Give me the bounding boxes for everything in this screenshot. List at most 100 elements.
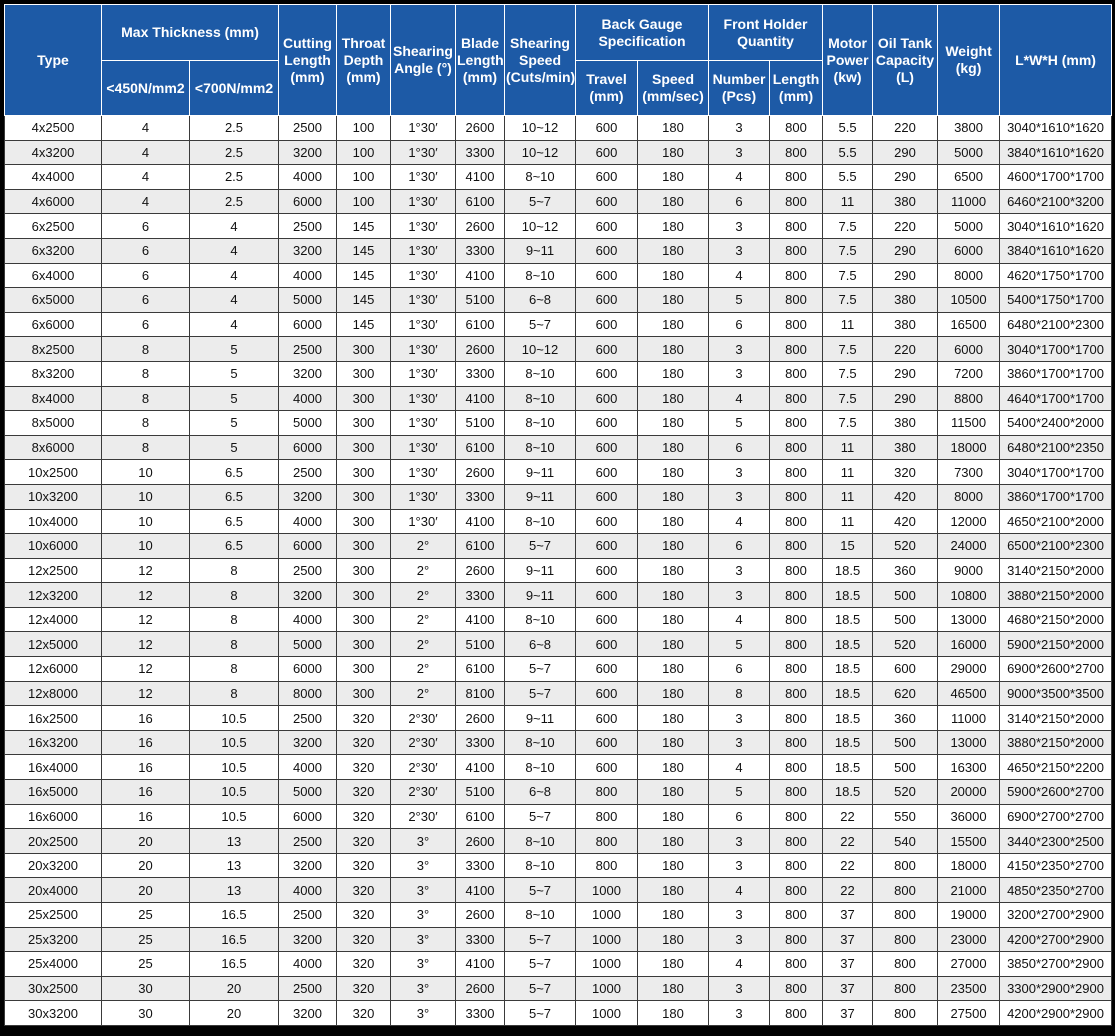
cell-gauge-speed: 180 xyxy=(636,237,710,264)
cell-lwh: 9000*3500*3500 xyxy=(999,680,1113,707)
cell-thickness-700: 5 xyxy=(189,360,279,387)
cell-type: 6x5000 xyxy=(4,287,102,313)
cell-holder-number: 3 xyxy=(708,115,771,141)
cell-throat-depth: 145 xyxy=(336,262,391,289)
cell-cutting-length: 4000 xyxy=(278,385,337,412)
cell-gauge-speed: 180 xyxy=(636,1000,710,1026)
cell-lwh: 3850*2700*2900 xyxy=(999,951,1113,977)
table-row: 25x3200 25 16.5 3200 320 3° 3300 5~7 1000 180 3 800… xyxy=(4,926,1113,953)
cell-motor-power: 18.5 xyxy=(822,557,874,584)
cell-shearing-speed: 8~10 xyxy=(504,410,576,436)
cell-lwh: 3140*2150*2000 xyxy=(999,557,1113,584)
cell-weight: 36000 xyxy=(937,803,1001,830)
cell-type: 8x5000 xyxy=(4,410,102,436)
cell-throat-depth: 100 xyxy=(336,139,391,166)
cell-gauge-speed: 180 xyxy=(636,582,710,608)
cell-thickness-700: 2.5 xyxy=(189,139,279,166)
cell-holder-number: 3 xyxy=(708,237,771,264)
cell-holder-number: 4 xyxy=(708,754,771,781)
header-travel: Travel (mm) xyxy=(575,60,638,116)
cell-holder-number: 8 xyxy=(708,680,771,707)
header-number: Number (Pcs) xyxy=(708,60,771,116)
cell-oil-tank: 800 xyxy=(872,975,939,1002)
cell-shearing-speed: 10~12 xyxy=(504,115,576,141)
cell-lwh: 4200*2700*2900 xyxy=(999,926,1113,953)
cell-travel: 600 xyxy=(575,582,638,608)
cell-type: 8x2500 xyxy=(4,336,102,362)
cell-travel: 800 xyxy=(575,852,638,879)
cell-oil-tank: 800 xyxy=(872,902,939,928)
cell-lwh: 3040*1700*1700 xyxy=(999,459,1113,485)
cell-shearing-speed: 5~7 xyxy=(504,1000,576,1026)
cell-gauge-speed: 180 xyxy=(636,705,710,731)
cell-shearing-speed: 5~7 xyxy=(504,656,576,682)
cell-lwh: 6900*2600*2700 xyxy=(999,656,1113,682)
cell-blade-length: 4100 xyxy=(455,385,505,412)
cell-gauge-speed: 180 xyxy=(636,656,710,682)
table-row: 8x2500 8 5 2500 300 1°30′ 2600 10~12 600 180 3 800 7… xyxy=(4,336,1113,362)
cell-shearing-angle: 1°30′ xyxy=(390,188,456,215)
cell-lwh: 4640*1700*1700 xyxy=(999,385,1113,412)
cell-type: 6x3200 xyxy=(4,237,102,264)
cell-thickness-450: 6 xyxy=(101,237,190,264)
cell-throat-depth: 320 xyxy=(336,877,391,903)
cell-thickness-700: 2.5 xyxy=(189,115,279,141)
cell-weight: 10800 xyxy=(937,582,1001,608)
cell-blade-length: 6100 xyxy=(455,803,505,830)
cell-oil-tank: 550 xyxy=(872,803,939,830)
cell-thickness-700: 13 xyxy=(189,877,279,903)
cell-shearing-speed: 5~7 xyxy=(504,533,576,559)
cell-weight: 11500 xyxy=(937,410,1001,436)
cell-thickness-450: 4 xyxy=(101,188,190,215)
cell-type: 12x4000 xyxy=(4,606,102,633)
cell-shearing-angle: 1°30′ xyxy=(390,434,456,461)
cell-shearing-angle: 1°30′ xyxy=(390,139,456,166)
cell-type: 6x2500 xyxy=(4,213,102,239)
cell-throat-depth: 100 xyxy=(336,115,391,141)
cell-motor-power: 18.5 xyxy=(822,582,874,608)
cell-holder-number: 6 xyxy=(708,311,771,338)
cell-travel: 800 xyxy=(575,803,638,830)
cell-shearing-speed: 8~10 xyxy=(504,262,576,289)
cell-holder-number: 4 xyxy=(708,385,771,412)
cell-motor-power: 5.5 xyxy=(822,115,874,141)
cell-blade-length: 2600 xyxy=(455,557,505,584)
cell-motor-power: 11 xyxy=(822,483,874,510)
cell-thickness-700: 16.5 xyxy=(189,951,279,977)
cell-lwh: 6460*2100*3200 xyxy=(999,188,1113,215)
cell-shearing-speed: 8~10 xyxy=(504,902,576,928)
cell-oil-tank: 500 xyxy=(872,754,939,781)
cell-motor-power: 18.5 xyxy=(822,705,874,731)
cell-weight: 9000 xyxy=(937,557,1001,584)
cell-holder-number: 4 xyxy=(708,164,771,190)
table-row: 6x3200 6 4 3200 145 1°30′ 3300 9~11 600 180 3 800 7.… xyxy=(4,237,1113,264)
cell-travel: 1000 xyxy=(575,926,638,953)
cell-holder-length: 800 xyxy=(769,459,824,485)
cell-weight: 16300 xyxy=(937,754,1001,781)
cell-thickness-450: 20 xyxy=(101,852,190,879)
cell-shearing-speed: 8~10 xyxy=(504,828,576,854)
cell-thickness-700: 6.5 xyxy=(189,459,279,485)
cell-motor-power: 7.5 xyxy=(822,237,874,264)
cell-weight: 8000 xyxy=(937,483,1001,510)
cell-holder-length: 800 xyxy=(769,164,824,190)
cell-shearing-angle: 2°30′ xyxy=(390,803,456,830)
cell-throat-depth: 100 xyxy=(336,164,391,190)
header-throat-depth: Throat Depth (mm) xyxy=(336,4,391,116)
cell-throat-depth: 145 xyxy=(336,237,391,264)
cell-shearing-speed: 8~10 xyxy=(504,508,576,535)
cell-lwh: 4680*2150*2000 xyxy=(999,606,1113,633)
cell-blade-length: 4100 xyxy=(455,508,505,535)
cell-holder-length: 800 xyxy=(769,483,824,510)
cell-shearing-angle: 3° xyxy=(390,975,456,1002)
cell-blade-length: 6100 xyxy=(455,533,505,559)
cell-holder-length: 800 xyxy=(769,557,824,584)
cell-holder-length: 800 xyxy=(769,385,824,412)
cell-holder-length: 800 xyxy=(769,779,824,805)
cell-weight: 18000 xyxy=(937,434,1001,461)
cell-cutting-length: 3200 xyxy=(278,139,337,166)
cell-motor-power: 37 xyxy=(822,926,874,953)
cell-travel: 600 xyxy=(575,459,638,485)
cell-motor-power: 22 xyxy=(822,852,874,879)
table-row: 16x6000 16 10.5 6000 320 2°30′ 6100 5~7 800 180 6 8… xyxy=(4,803,1113,830)
